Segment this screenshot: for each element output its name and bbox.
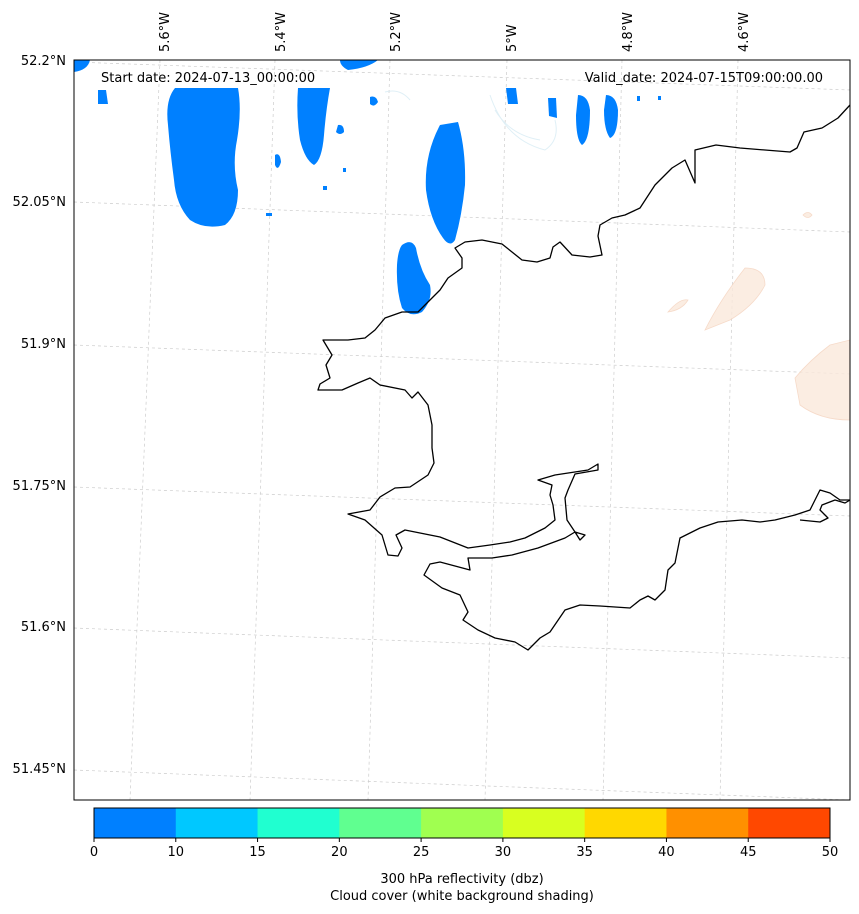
colorbar-swatch — [584, 808, 667, 838]
colorbar-tick-label: 20 — [331, 845, 348, 860]
colorbar-tick-label: 25 — [413, 845, 430, 860]
faint-high-reflectivity — [667, 212, 850, 421]
colorbar-swatch — [421, 808, 504, 838]
map-frame — [73, 59, 851, 801]
colorbar-tick-label: 10 — [168, 845, 185, 860]
lat-label-51-6n: 51.6°N — [21, 620, 66, 635]
colorbar-tick-label: 0 — [90, 845, 98, 860]
colorbar-tick-label: 30 — [495, 845, 512, 860]
lon-label-5-4w: 5.4°W — [274, 12, 289, 52]
cloud-cover-contours — [384, 90, 557, 151]
colorbar-swatch — [748, 808, 831, 838]
lat-label-51-45n: 51.45°N — [13, 762, 66, 777]
latitude-labels: 52.2°N 52.05°N 51.9°N 51.75°N 51.6°N 51.… — [13, 54, 66, 777]
colorbar-swatch — [257, 808, 340, 838]
colorbar-swatch — [666, 808, 749, 838]
lat-label-52-2n: 52.2°N — [21, 54, 66, 69]
colorbar-swatches — [94, 808, 831, 838]
colorbar-tick-label: 40 — [658, 845, 675, 860]
colorbar-swatch — [94, 808, 177, 838]
lon-label-5-6w: 5.6°W — [158, 12, 173, 52]
colorbar-tick-label: 45 — [740, 845, 757, 860]
reflectivity-blobs — [74, 60, 661, 315]
lon-label-5-2w: 5.2°W — [389, 12, 404, 52]
colorbar-frame — [93, 807, 831, 839]
lon-label-4-6w: 4.6°W — [737, 12, 752, 52]
map-area — [74, 60, 850, 800]
start-date-label: Start date: 2024-07-13_00:00:00 — [101, 71, 315, 86]
lat-label-52-05n: 52.05°N — [13, 195, 66, 210]
colorbar-title-line1: 300 hPa reflectivity (dbz) — [380, 872, 543, 887]
lat-label-51-9n: 51.9°N — [21, 337, 66, 352]
lon-label-4-8w: 4.8°W — [621, 12, 636, 52]
colorbar-title-line2: Cloud cover (white background shading) — [330, 889, 594, 904]
colorbar: 0 10 15 20 25 30 35 40 45 50 300 hPa reflectivity… — [90, 807, 838, 904]
colorbar-tick-label: 15 — [249, 845, 266, 860]
colorbar-swatch — [339, 808, 422, 838]
lat-label-51-75n: 51.75°N — [13, 479, 66, 494]
colorbar-swatch — [175, 808, 259, 838]
lon-label-5w: 5°W — [505, 24, 520, 52]
colorbar-tick-label: 35 — [576, 845, 593, 860]
coastline — [317, 104, 850, 651]
valid-date-label: Valid_date: 2024-07-15T09:00:00.00 — [585, 71, 823, 86]
colorbar-ticks: 0 10 15 20 25 30 35 40 45 50 — [90, 838, 838, 860]
colorbar-swatch — [502, 808, 586, 838]
colorbar-tick-label: 50 — [822, 845, 839, 860]
longitude-labels: 5.6°W 5.4°W 5.2°W 5°W 4.8°W 4.6°W — [158, 12, 752, 52]
